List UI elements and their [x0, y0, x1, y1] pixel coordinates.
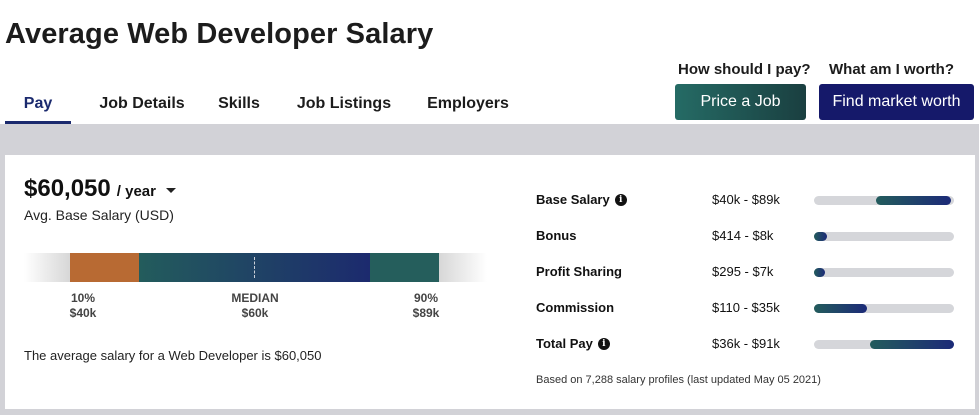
tab-job-details[interactable]: Job Details: [99, 95, 185, 112]
median-marker: [254, 257, 255, 278]
page-title: Average Web Developer Salary: [5, 18, 434, 50]
percentile-median: MEDIAN $60k: [223, 291, 287, 321]
tab-employers[interactable]: Employers: [427, 95, 509, 112]
pay-range-fill: [875, 196, 952, 205]
percentile-value: $60k: [241, 306, 269, 320]
percentile-value: $40k: [69, 306, 97, 320]
info-icon[interactable]: i: [614, 193, 627, 206]
pay-label-text: Total Pay: [536, 336, 593, 351]
percentile-90: 90% $89k: [406, 291, 446, 321]
pay-range: $295 - $7k: [712, 264, 774, 279]
pay-range-track: [814, 232, 954, 241]
pay-label-text: Bonus: [536, 228, 577, 243]
pay-range-track: [814, 340, 954, 349]
percentile-10: 10% $40k: [65, 291, 101, 321]
tab-pay[interactable]: Pay: [5, 90, 71, 124]
pay-range-track: [814, 304, 954, 313]
info-icon[interactable]: i: [597, 337, 610, 350]
average-salary-value: $60,050: [24, 175, 111, 202]
pay-row-bonus: Bonus $414 - $8k: [536, 228, 966, 246]
pay-range: $414 - $8k: [712, 228, 774, 243]
tab-bar: Pay Job Details Skills Job Listings Empl…: [5, 90, 518, 124]
percentile-label: MEDIAN: [231, 291, 279, 305]
market-worth-group: What am I worth? Find market worth: [819, 61, 974, 120]
tab-skills[interactable]: Skills: [218, 95, 260, 112]
pay-label-text: Commission: [536, 300, 615, 315]
percentile-value: $89k: [412, 306, 440, 320]
price-job-question: How should I pay?: [678, 61, 811, 78]
pay-row-total-pay: Total Pay i $36k - $91k: [536, 336, 966, 354]
salary-card: $60,050 / year Avg. Base Salary (USD) 10…: [5, 155, 975, 409]
range-segment-middle: [139, 253, 370, 282]
range-segment-high: [370, 253, 439, 282]
pay-range-track: [814, 268, 954, 277]
salary-header: $60,050 / year: [24, 175, 176, 203]
range-segment-low: [70, 253, 139, 282]
footnote: Based on 7,288 salary profiles (last upd…: [536, 374, 821, 386]
pay-label-text: Base Salary: [536, 192, 610, 207]
pay-range: $36k - $91k: [712, 336, 780, 351]
salary-range-bar: [24, 253, 487, 282]
pay-range-fill: [814, 304, 868, 313]
pay-row-base-salary: Base Salary i $40k - $89k: [536, 192, 966, 210]
pay-label-text: Profit Sharing: [536, 264, 622, 279]
caret-down-icon[interactable]: [165, 188, 176, 193]
tab-job-listings[interactable]: Job Listings: [296, 95, 392, 112]
salary-summary: The average salary for a Web Developer i…: [24, 348, 322, 363]
pay-range-fill: [814, 268, 826, 277]
pay-row-profit-sharing: Profit Sharing $295 - $7k: [536, 264, 966, 282]
salary-period-select[interactable]: / year: [116, 183, 156, 200]
pay-range: $110 - $35k: [712, 300, 780, 315]
percentile-label: 90%: [413, 291, 439, 305]
price-job-group: How should I pay? Price a Job: [675, 61, 811, 120]
pay-label: Base Salary i: [536, 192, 627, 207]
market-worth-question: What am I worth?: [829, 61, 954, 78]
range-fade-left: [24, 253, 70, 282]
salary-subtitle: Avg. Base Salary (USD): [24, 207, 174, 223]
pay-label: Commission: [536, 300, 614, 315]
pay-range-fill: [814, 232, 827, 241]
pay-range-fill: [870, 340, 954, 349]
find-market-worth-button[interactable]: Find market worth: [819, 84, 974, 120]
pay-row-commission: Commission $110 - $35k: [536, 300, 966, 318]
percentile-label: 10%: [70, 291, 96, 305]
pay-range-track: [814, 196, 954, 205]
pay-label: Profit Sharing: [536, 264, 622, 279]
pay-label: Bonus: [536, 228, 576, 243]
range-fade-right: [439, 253, 487, 282]
pay-range: $40k - $89k: [712, 192, 780, 207]
pay-label: Total Pay i: [536, 336, 610, 351]
price-a-job-button[interactable]: Price a Job: [675, 84, 806, 120]
